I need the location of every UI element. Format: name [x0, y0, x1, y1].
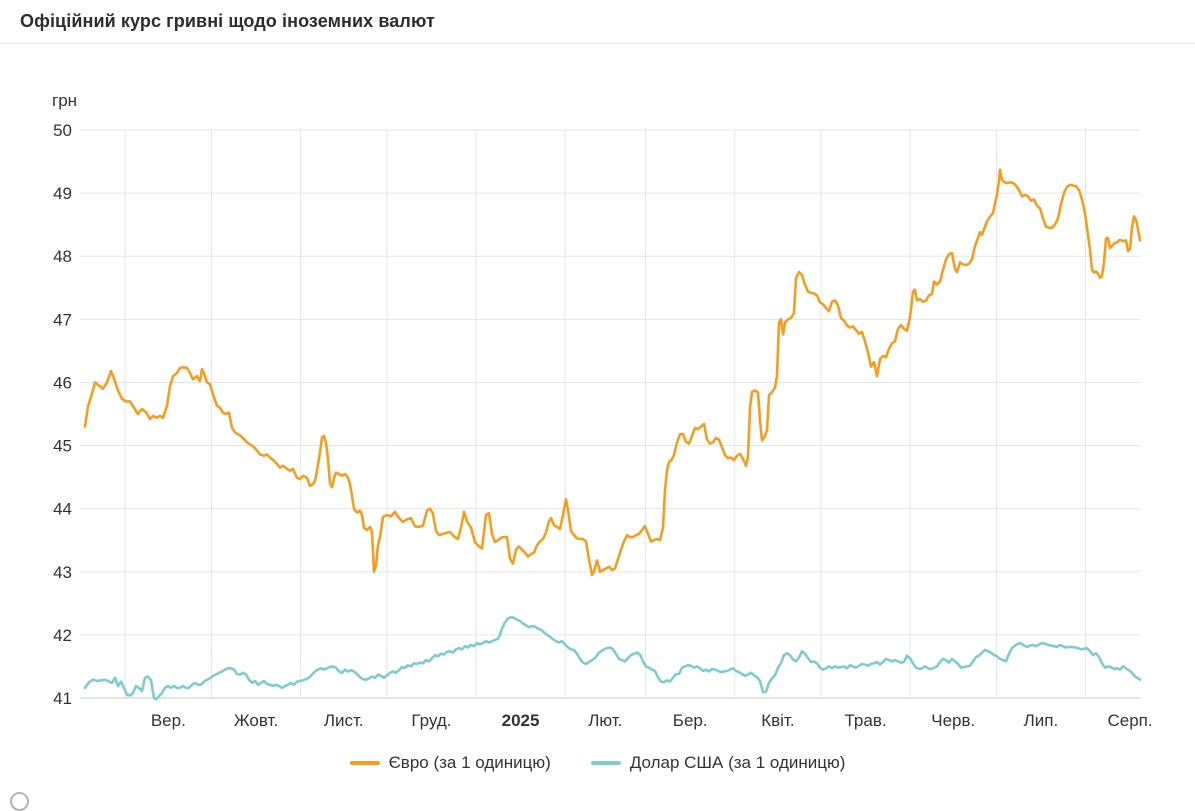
x-tick-label: Серп.: [1107, 711, 1152, 730]
euro-line-swatch: [349, 761, 380, 765]
x-tick-label: Черв.: [931, 711, 975, 730]
y-tick-label: 43: [53, 563, 72, 582]
x-tick-label: Лист.: [324, 711, 364, 730]
y-tick-label: 48: [53, 247, 72, 266]
y-tick-label: 49: [53, 184, 72, 203]
usd-line-swatch: [590, 761, 621, 765]
legend-item-usd[interactable]: Долар США (за 1 одиницю): [590, 753, 846, 773]
page-header: Офіційний курс гривні щодо іноземних вал…: [0, 0, 1195, 44]
x-tick-label: Бер.: [673, 711, 708, 730]
y-axis-unit-label: грн: [52, 91, 77, 110]
x-tick-label: Лют.: [588, 711, 622, 730]
x-tick-label: Жовт.: [234, 711, 278, 730]
y-tick-label: 47: [53, 310, 72, 329]
x-tick-label: Вер.: [151, 711, 186, 730]
legend-label-usd: Долар США (за 1 одиницю): [629, 753, 846, 772]
x-tick-label: Трав.: [845, 711, 887, 730]
y-tick-label: 44: [53, 500, 72, 519]
scroll-top-button[interactable]: [10, 792, 29, 811]
y-tick-label: 46: [53, 373, 72, 392]
euro-series-line[interactable]: [83, 168, 1142, 577]
legend-item-euro[interactable]: Євро (за 1 одиницю): [349, 753, 551, 773]
y-tick-label: 50: [53, 121, 72, 140]
x-tick-label: 2025: [502, 711, 540, 730]
page-title: Офіційний курс гривні щодо іноземних вал…: [20, 11, 435, 31]
usd-series-line[interactable]: [83, 615, 1142, 701]
x-tick-label: Квіт.: [761, 711, 794, 730]
x-tick-label: Груд.: [411, 711, 451, 730]
legend-label-euro: Євро (за 1 одиницю): [388, 753, 551, 772]
y-tick-label: 41: [53, 689, 72, 708]
x-tick-label: Лип.: [1024, 711, 1059, 730]
chart-legend: Євро (за 1 одиницю) Долар США (за 1 один…: [0, 753, 1195, 773]
y-tick-label: 42: [53, 626, 72, 645]
y-tick-label: 45: [53, 437, 72, 456]
